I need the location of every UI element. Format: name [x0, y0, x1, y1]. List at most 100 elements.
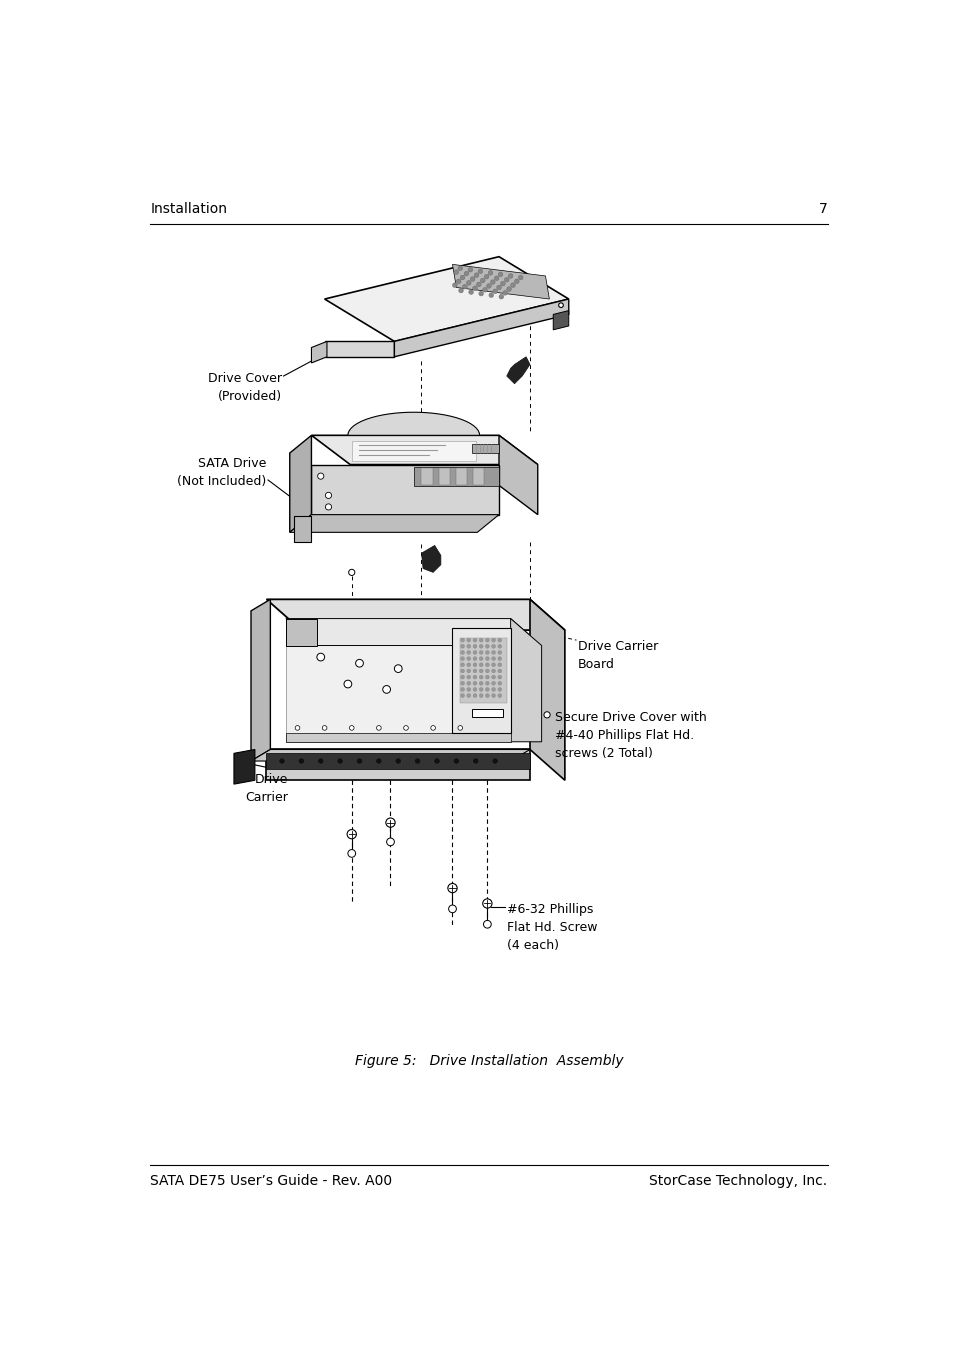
Polygon shape — [286, 619, 316, 646]
Circle shape — [473, 682, 476, 686]
Circle shape — [460, 650, 464, 654]
Text: SATA Drive
(Not Included): SATA Drive (Not Included) — [177, 457, 266, 487]
Circle shape — [497, 663, 501, 667]
Circle shape — [454, 270, 458, 274]
Circle shape — [497, 657, 501, 661]
Circle shape — [278, 758, 285, 764]
Circle shape — [434, 758, 439, 764]
Circle shape — [473, 657, 476, 661]
Circle shape — [294, 726, 299, 730]
Circle shape — [456, 279, 460, 283]
Circle shape — [466, 675, 470, 679]
Circle shape — [491, 645, 495, 649]
Polygon shape — [266, 600, 564, 630]
Circle shape — [483, 920, 491, 928]
Polygon shape — [352, 441, 476, 461]
Circle shape — [473, 687, 476, 691]
Circle shape — [473, 645, 476, 649]
Circle shape — [504, 278, 509, 282]
Polygon shape — [421, 545, 440, 572]
Circle shape — [452, 283, 456, 287]
Circle shape — [457, 726, 462, 730]
Circle shape — [466, 650, 470, 654]
Circle shape — [468, 267, 472, 272]
Circle shape — [485, 682, 489, 686]
Circle shape — [466, 669, 470, 674]
Circle shape — [491, 650, 495, 654]
Circle shape — [458, 289, 463, 293]
Circle shape — [493, 289, 497, 293]
Circle shape — [466, 645, 470, 649]
Polygon shape — [510, 619, 541, 742]
Circle shape — [386, 838, 394, 846]
Circle shape — [464, 271, 468, 277]
Circle shape — [466, 682, 470, 686]
Text: StorCase Technology, Inc.: StorCase Technology, Inc. — [649, 1173, 827, 1188]
Circle shape — [472, 286, 476, 290]
Circle shape — [502, 290, 507, 296]
Circle shape — [468, 290, 473, 294]
Polygon shape — [311, 464, 498, 515]
Polygon shape — [290, 435, 311, 533]
Circle shape — [448, 905, 456, 913]
Circle shape — [485, 675, 489, 679]
Circle shape — [491, 663, 495, 667]
Circle shape — [356, 758, 362, 764]
Circle shape — [491, 638, 495, 642]
Circle shape — [466, 638, 470, 642]
Circle shape — [497, 694, 501, 697]
Circle shape — [485, 663, 489, 667]
Polygon shape — [394, 298, 568, 357]
Text: Drive Cover
(Provided): Drive Cover (Provided) — [208, 372, 282, 404]
Circle shape — [486, 283, 491, 289]
Circle shape — [460, 682, 464, 686]
Circle shape — [460, 645, 464, 649]
Text: Installation: Installation — [150, 203, 227, 216]
Circle shape — [508, 274, 513, 278]
Circle shape — [497, 272, 502, 277]
Polygon shape — [456, 468, 467, 485]
Circle shape — [460, 675, 464, 679]
Circle shape — [478, 292, 483, 296]
Circle shape — [482, 899, 492, 908]
Circle shape — [478, 682, 482, 686]
Circle shape — [478, 669, 482, 674]
Circle shape — [473, 638, 476, 642]
Circle shape — [460, 669, 464, 674]
Circle shape — [485, 669, 489, 674]
Circle shape — [466, 657, 470, 661]
Circle shape — [453, 758, 459, 764]
Circle shape — [457, 266, 462, 271]
Circle shape — [462, 285, 467, 289]
Circle shape — [497, 687, 501, 691]
Polygon shape — [472, 709, 502, 717]
Circle shape — [497, 650, 501, 654]
Circle shape — [488, 271, 493, 275]
Circle shape — [470, 277, 475, 281]
Circle shape — [478, 663, 482, 667]
Circle shape — [317, 758, 323, 764]
Text: #6-32 Phillips
Flat Hd. Screw
(4 each): #6-32 Phillips Flat Hd. Screw (4 each) — [506, 904, 597, 953]
Polygon shape — [506, 357, 530, 383]
Polygon shape — [286, 619, 510, 742]
Circle shape — [348, 850, 355, 857]
Circle shape — [460, 663, 464, 667]
Circle shape — [478, 650, 482, 654]
Circle shape — [497, 675, 501, 679]
Circle shape — [474, 272, 478, 278]
Polygon shape — [251, 749, 530, 761]
Polygon shape — [324, 341, 394, 357]
Circle shape — [473, 675, 476, 679]
Circle shape — [317, 474, 323, 479]
Circle shape — [415, 758, 420, 764]
Circle shape — [500, 281, 505, 286]
Circle shape — [375, 758, 381, 764]
Circle shape — [491, 675, 495, 679]
Circle shape — [376, 726, 381, 730]
Circle shape — [316, 653, 324, 661]
Circle shape — [473, 669, 476, 674]
Polygon shape — [472, 444, 498, 453]
Polygon shape — [452, 264, 549, 298]
Circle shape — [466, 694, 470, 697]
Polygon shape — [294, 516, 311, 542]
